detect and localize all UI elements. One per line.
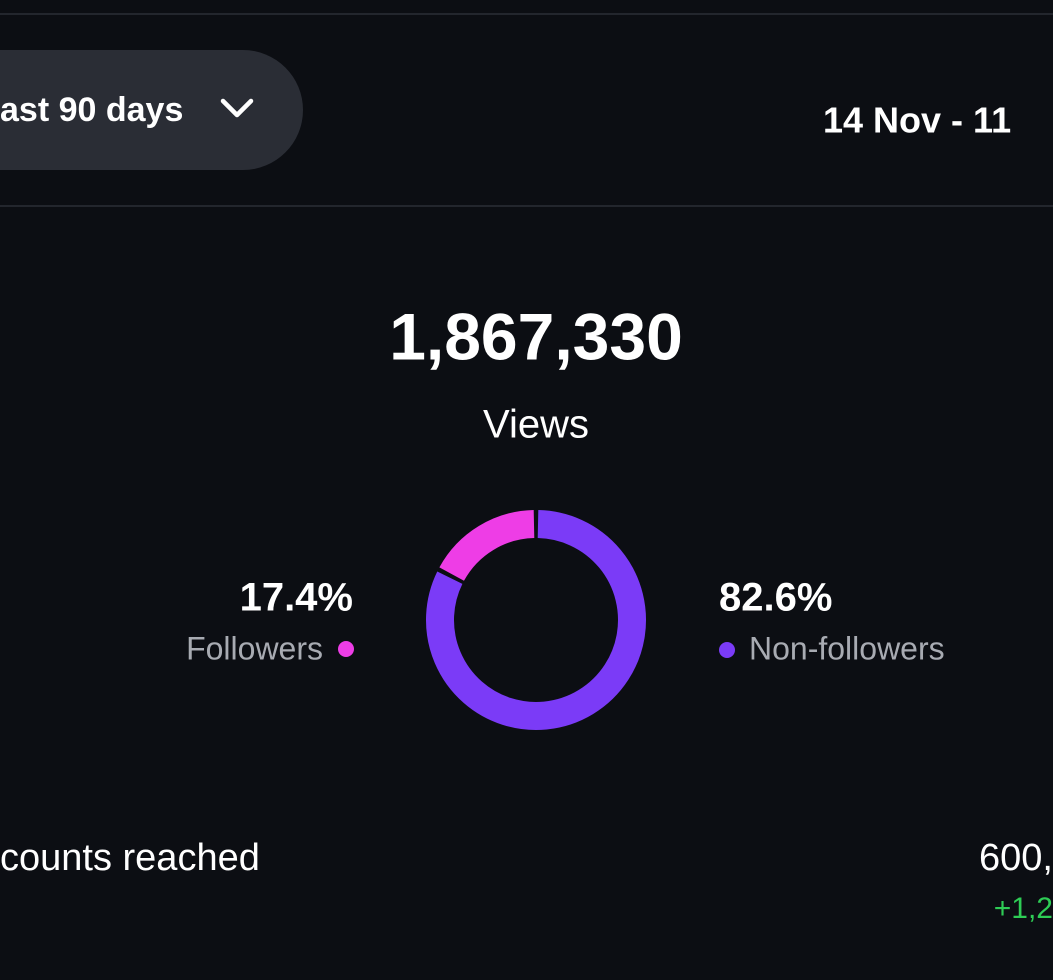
donut-segment: [439, 510, 535, 582]
legend-label: Non-followers: [749, 630, 945, 666]
total-label: Views: [483, 403, 589, 447]
chevron-icon[interactable]: [220, 98, 254, 118]
metric-value: 600,: [979, 837, 1053, 879]
legend-dot: [719, 642, 735, 658]
total-value: 1,867,330: [389, 299, 683, 373]
filter-label[interactable]: ast 90 days: [0, 91, 183, 129]
donut-segment: [426, 510, 646, 730]
value-label: 82.6%: [719, 576, 832, 620]
legend-label: Followers: [186, 630, 323, 666]
metric-change: +1,2: [994, 892, 1053, 925]
legend-dot: [338, 641, 354, 657]
metric-label: counts reached: [0, 837, 260, 879]
date-range: 14 Nov - 11: [823, 100, 1011, 141]
value-label: 17.4%: [240, 576, 353, 620]
period-filter[interactable]: [0, 50, 303, 170]
